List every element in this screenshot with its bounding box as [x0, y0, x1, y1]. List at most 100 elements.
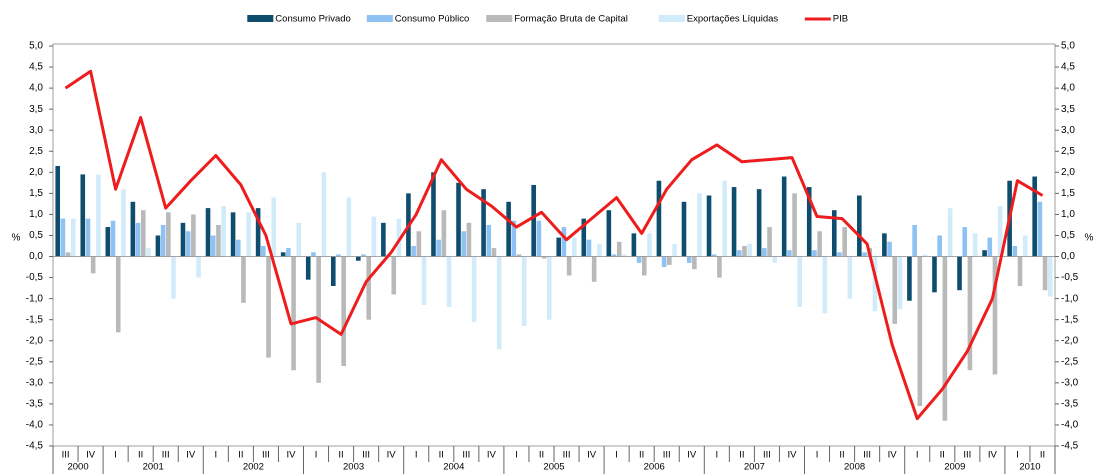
bar: [330, 256, 336, 286]
bar: [456, 182, 461, 257]
bar: [686, 256, 692, 263]
bar: [722, 180, 727, 257]
y2-axis-label: %: [1085, 233, 1094, 244]
x-tick-label: II: [639, 450, 644, 461]
bar: [967, 256, 973, 371]
y-tick-label: 0,5: [29, 230, 43, 241]
bar: [756, 189, 762, 257]
bar: [647, 233, 652, 257]
bar: [216, 224, 221, 257]
bar: [711, 254, 717, 257]
bar: [271, 197, 277, 257]
bar: [1012, 246, 1018, 257]
legend-label: Formação Bruta de Capital: [514, 14, 628, 25]
bar: [942, 256, 948, 421]
bar: [121, 189, 126, 257]
bar: [947, 208, 953, 257]
year-label: 2000: [67, 462, 88, 473]
y2-tick-label: -3,5: [1061, 399, 1079, 410]
bar: [411, 246, 416, 257]
bar: [90, 256, 96, 274]
x-tick-label: I: [415, 450, 418, 461]
x-tick-label: III: [462, 450, 470, 461]
bar: [461, 231, 467, 257]
y2-tick-label: 3,5: [1061, 104, 1075, 115]
bar: [396, 218, 402, 257]
y-tick-label: 3,0: [29, 125, 43, 136]
y-tick-label: -4,5: [26, 441, 44, 452]
bar: [907, 256, 912, 301]
x-tick-label: II: [338, 450, 343, 461]
bar: [992, 256, 998, 375]
y-tick-label: 4,0: [29, 83, 43, 94]
line: [64, 69, 1044, 421]
x-tick-label: I: [1016, 450, 1019, 461]
bar: [706, 195, 712, 257]
x-tick-label: I: [515, 450, 518, 461]
bar: [922, 254, 928, 257]
bar: [416, 231, 422, 257]
year-label: 2001: [143, 462, 164, 473]
x-tick-label: I: [315, 450, 318, 461]
bar: [806, 187, 812, 257]
x-tick-label: III: [162, 450, 170, 461]
y2-tick-label: 4,5: [1061, 62, 1075, 73]
bar: [656, 180, 662, 257]
bar: [441, 210, 447, 257]
x-tick-label: II: [138, 450, 143, 461]
x-tick-label: III: [262, 450, 270, 461]
bar: [531, 184, 536, 257]
y-tick-label: 0,0: [29, 251, 43, 262]
bar: [255, 208, 261, 257]
bar: [857, 195, 862, 257]
bar: [812, 250, 817, 257]
bar: [205, 208, 211, 257]
x-tick-label: III: [863, 450, 871, 461]
year-label: 2004: [443, 462, 464, 473]
bar: [171, 256, 176, 299]
bar: [622, 254, 627, 257]
bar: [982, 250, 987, 257]
bar: [797, 256, 803, 308]
bar: [546, 256, 552, 320]
bar: [486, 224, 492, 257]
y2-tick-label: 0,5: [1061, 230, 1075, 241]
legend-label: Consumo Público: [395, 14, 469, 25]
bar: [221, 206, 226, 257]
legend-label: Exportações Líquidas: [687, 14, 779, 25]
bar: [160, 224, 166, 257]
bar: [491, 248, 497, 257]
y-tick-label: 4,5: [29, 62, 43, 73]
y-tick-label: 1,5: [29, 188, 43, 199]
x-tick-label: IV: [888, 450, 898, 461]
y-tick-label: -0,5: [26, 272, 44, 283]
bar: [837, 252, 842, 257]
y2-tick-label: 0,0: [1061, 251, 1075, 262]
bar: [55, 166, 61, 257]
bar: [261, 246, 266, 257]
year-label: 2009: [944, 462, 965, 473]
bar: [636, 256, 642, 263]
bar: [366, 256, 372, 320]
y-tick-label: -2,5: [26, 356, 44, 367]
bar: [882, 233, 887, 257]
bar: [146, 248, 151, 257]
bar: [641, 256, 647, 276]
bar: [772, 256, 778, 263]
bar: [71, 218, 76, 257]
x-tick-label: I: [716, 450, 719, 461]
bar: [892, 256, 898, 324]
y-tick-label: -2,0: [26, 335, 44, 346]
bar: [296, 222, 302, 257]
bar: [496, 256, 502, 350]
x-tick-label: I: [816, 450, 819, 461]
bar: [96, 174, 101, 257]
bar: [842, 227, 847, 257]
bar: [60, 218, 66, 257]
bar: [872, 256, 878, 312]
bar: [311, 252, 316, 257]
bar: [346, 197, 352, 257]
bar: [356, 256, 361, 261]
bar: [466, 222, 472, 257]
